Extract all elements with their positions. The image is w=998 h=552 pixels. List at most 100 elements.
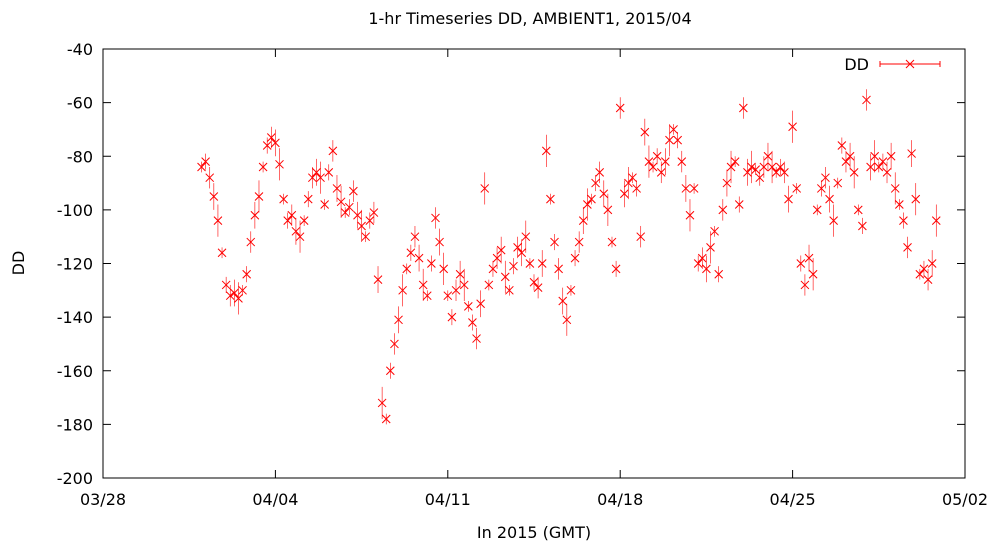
data-point <box>599 180 609 208</box>
data-point <box>381 413 391 425</box>
data-point <box>455 260 465 288</box>
data-point <box>845 142 855 170</box>
data-point <box>800 274 810 296</box>
data-point <box>312 158 321 186</box>
data-point <box>422 290 432 302</box>
data-point <box>509 258 518 275</box>
data-point <box>369 201 379 224</box>
plot-frame <box>102 48 966 479</box>
data-point <box>266 126 276 149</box>
data-point <box>385 362 395 379</box>
data-point <box>402 263 412 275</box>
data-point <box>283 212 293 229</box>
data-point <box>693 255 703 272</box>
data-point <box>734 196 744 213</box>
data-point <box>607 236 617 248</box>
data-point <box>706 231 715 264</box>
data-point <box>660 148 670 176</box>
data-point <box>472 327 481 350</box>
data-point <box>751 164 761 176</box>
data-point <box>677 150 687 173</box>
data-point <box>250 201 260 229</box>
y-tick-label: -60 <box>67 94 93 113</box>
data-point <box>394 306 403 334</box>
data-point <box>603 193 613 226</box>
data-point <box>418 268 428 302</box>
data-point <box>763 142 773 170</box>
data-point <box>903 236 912 259</box>
data-point <box>254 180 264 213</box>
data-point <box>652 148 662 165</box>
data-point <box>443 290 453 302</box>
data-point <box>529 274 539 291</box>
data-point <box>615 97 625 119</box>
y-tick-label: -80 <box>67 147 93 166</box>
data-point <box>767 150 777 184</box>
data-point <box>344 199 354 216</box>
data-point <box>636 225 646 248</box>
data-point <box>496 236 506 264</box>
data-point <box>878 153 888 170</box>
data-point <box>804 244 814 272</box>
data-point <box>463 301 473 312</box>
data-point <box>205 166 215 189</box>
x-tick-label: 04/18 <box>597 490 643 509</box>
data-point <box>591 175 600 192</box>
data-point <box>710 225 719 237</box>
data-point <box>702 255 711 283</box>
data-point <box>533 276 543 299</box>
data-point <box>217 247 227 259</box>
data-points <box>197 89 941 425</box>
data-point <box>927 250 937 277</box>
y-tick-label: -200 <box>57 469 93 488</box>
data-point <box>447 309 457 326</box>
data-point <box>377 386 387 420</box>
data-point <box>669 124 678 135</box>
data-point <box>689 183 699 194</box>
data-point <box>431 207 440 229</box>
data-point <box>849 156 859 189</box>
y-tick-label: -160 <box>57 362 93 381</box>
data-point <box>398 274 408 307</box>
data-point <box>221 276 231 293</box>
data-point <box>570 250 580 267</box>
data-point <box>316 161 325 194</box>
data-point <box>459 268 469 302</box>
chart-title: 1-hr Timeseries DD, AMBIENT1, 2015/04 <box>368 9 691 28</box>
data-point <box>755 169 765 186</box>
data-point <box>279 193 288 205</box>
data-point <box>587 193 596 205</box>
x-tick-label: 04/11 <box>425 490 471 509</box>
data-point <box>427 255 436 272</box>
data-point <box>492 247 502 269</box>
x-tick-label: 03/28 <box>80 490 126 509</box>
data-point <box>299 215 309 226</box>
data-point <box>595 161 605 184</box>
data-point <box>468 314 477 331</box>
data-point <box>718 199 728 221</box>
data-point <box>537 250 547 277</box>
data-point <box>858 217 867 235</box>
data-point <box>242 266 252 283</box>
legend-label: DD <box>844 55 869 74</box>
data-point <box>349 180 358 202</box>
data-point <box>390 333 399 355</box>
data-point <box>197 161 206 173</box>
data-point <box>357 209 366 243</box>
data-point <box>213 204 223 237</box>
x-tick-label: 04/25 <box>770 490 816 509</box>
data-point <box>931 204 941 237</box>
data-point <box>295 220 305 253</box>
data-point <box>894 199 904 210</box>
y-axis-label: DD <box>9 251 28 276</box>
y-tick-label: -180 <box>57 415 93 434</box>
data-point <box>500 260 510 293</box>
data-point <box>271 129 280 157</box>
data-point <box>238 284 247 296</box>
data-point <box>907 140 916 167</box>
data-point <box>505 284 514 296</box>
data-point <box>915 268 925 280</box>
data-point <box>759 156 769 178</box>
data-point <box>201 153 210 170</box>
data-point <box>644 145 654 178</box>
